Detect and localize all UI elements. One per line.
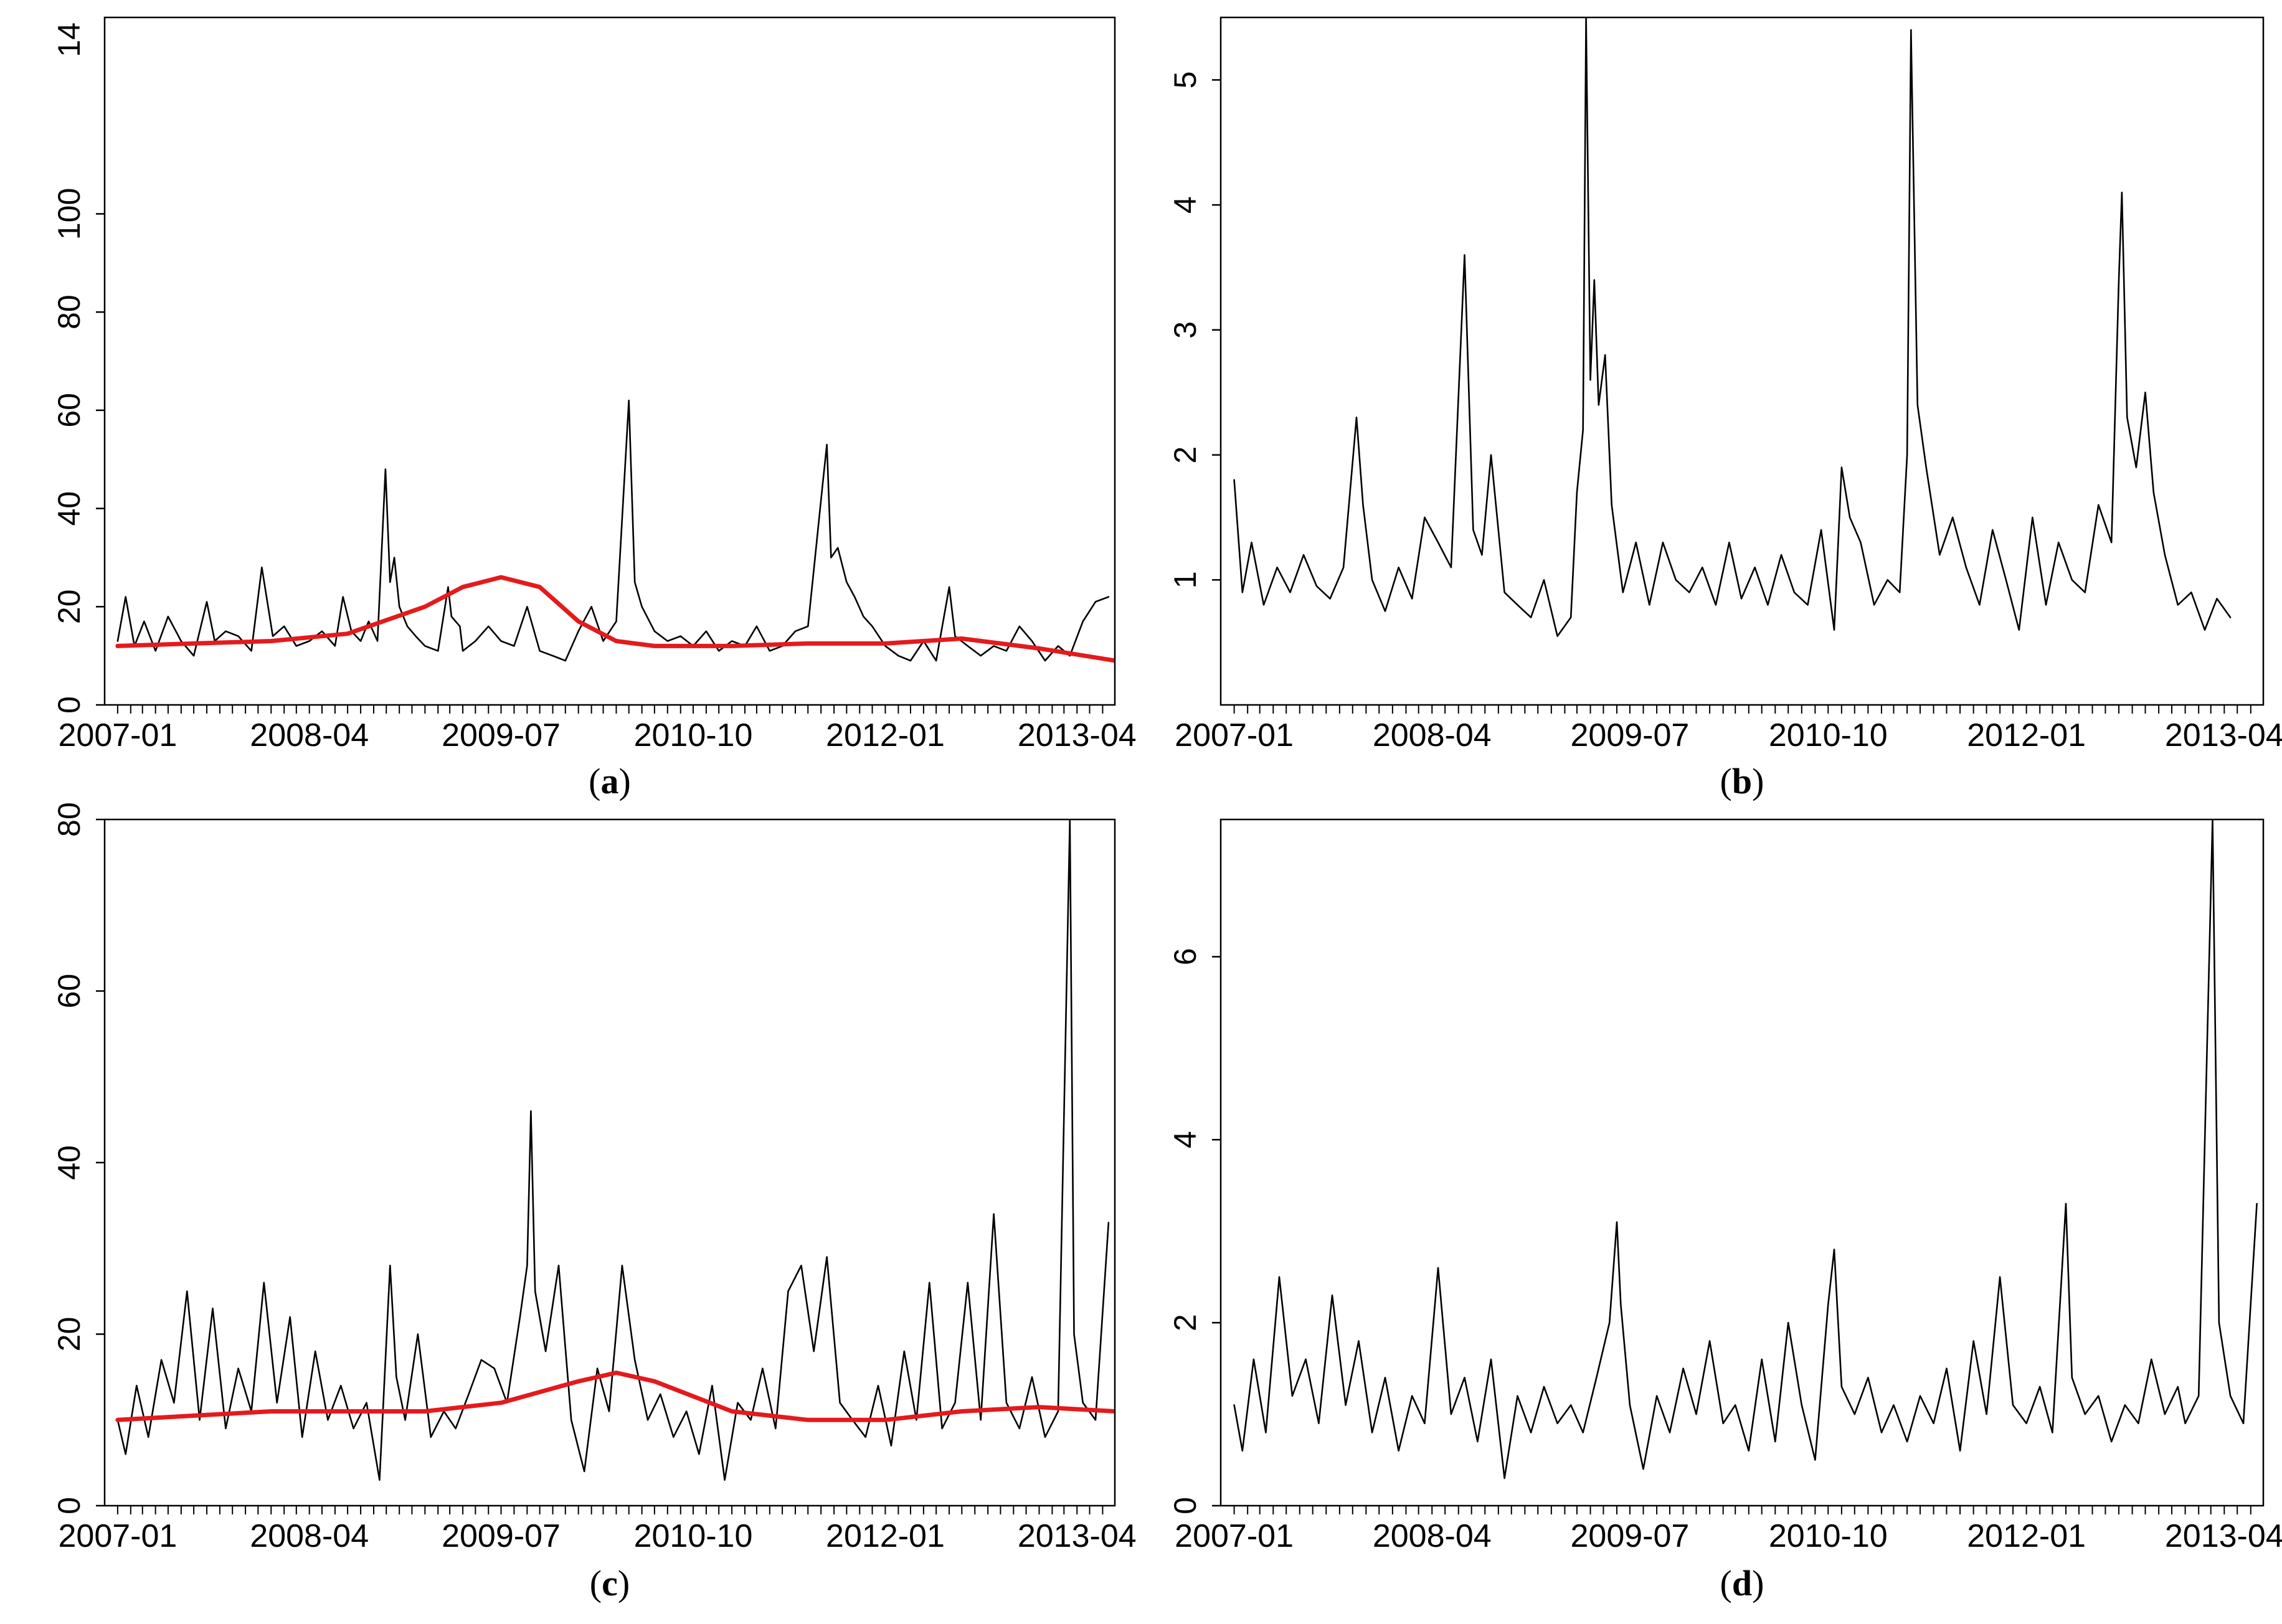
- panel-d-ytick-label: 0: [1168, 1497, 1203, 1514]
- panel-c-xtick-label: 2013-04: [1018, 1518, 1137, 1554]
- panel-d-xtick-label: 2007-01: [1175, 1518, 1294, 1554]
- panel-b-xtick-label: 2013-04: [2165, 717, 2282, 753]
- panel-c-xtick-label: 2009-07: [442, 1518, 561, 1554]
- panel-b-ytick-label: 2: [1168, 446, 1203, 464]
- panel-a-xtick-label: 2007-01: [59, 717, 178, 753]
- panel-a-ytick-label: 100: [52, 188, 87, 240]
- panel-b-series-line: [1233, 17, 2232, 637]
- panel-b-xtick-label: 2007-01: [1175, 717, 1294, 753]
- panel-d-ytick-label: 4: [1168, 1131, 1203, 1148]
- panel-b-ytick-label: 3: [1168, 321, 1203, 339]
- panel-c-caption: (c): [590, 1563, 630, 1603]
- panel-a-ytick-label: 40: [52, 491, 87, 526]
- panel-d-frame: [1219, 818, 2265, 1507]
- panel-b-ytick-label: 1: [1168, 571, 1203, 588]
- panel-b-xtick-label: 2008-04: [1373, 717, 1492, 753]
- panel-a-xtick-label: 2010-10: [634, 717, 753, 753]
- panel-a-frame: [103, 16, 1116, 706]
- caption-open-paren: (: [589, 761, 600, 801]
- panel-d-xtick-label: 2009-07: [1570, 1518, 1689, 1554]
- panel-a-trend-line: [115, 575, 1115, 663]
- panel-c-xtick-label: 2012-01: [826, 1518, 945, 1554]
- panel-a: 0 20 40 60 80 100 14 2007-01 2008-04 2009-07 2010-…: [52, 16, 1137, 801]
- caption-letter: c: [602, 1563, 618, 1603]
- caption-close-paren: ): [618, 1563, 630, 1603]
- caption-close-paren: ): [619, 761, 631, 801]
- panel-a-ytop-label: 14: [52, 22, 87, 57]
- panel-d-xtick-label: 2010-10: [1769, 1518, 1888, 1554]
- panel-a-series-line: [116, 399, 1110, 662]
- caption-letter: a: [601, 761, 619, 801]
- panel-b-ytick-label: 5: [1168, 71, 1203, 88]
- panel-c-trend-line: [115, 1371, 1115, 1422]
- caption-close-paren: ): [1752, 1563, 1764, 1603]
- panel-d-xtick-label: 2012-01: [1967, 1518, 2086, 1554]
- panel-a-caption: (a): [589, 761, 631, 801]
- caption-open-paren: (: [1720, 1563, 1732, 1603]
- panel-a-xtick-label: 2012-01: [826, 717, 945, 753]
- panel-d-xtick-label: 2008-04: [1373, 1518, 1492, 1554]
- panel-b-xtick-label: 2010-10: [1769, 717, 1888, 753]
- caption-open-paren: (: [590, 1563, 602, 1603]
- panel-b-frame: [1219, 16, 2265, 706]
- caption-open-paren: (: [1720, 761, 1732, 801]
- panel-d-ytick-label: 2: [1168, 1314, 1203, 1331]
- panel-c-series-line: [116, 819, 1110, 1481]
- panel-a-ytick-label: 80: [52, 295, 87, 329]
- panel-a-ytick-label: 0: [52, 696, 87, 714]
- panel-a-ytick-label: 60: [52, 393, 87, 428]
- panel-a-xtick-label: 2013-04: [1018, 717, 1137, 753]
- panel-a-xtick-label: 2009-07: [442, 717, 561, 753]
- caption-letter: b: [1732, 761, 1752, 801]
- panel-d-xtick-label: 2013-04: [2165, 1518, 2282, 1554]
- panel-b-caption: (b): [1720, 761, 1764, 801]
- panel-d: 0 2 4 6 2007-01 2008-04 2009-07 2010-10 2012-01 2…: [1168, 818, 2282, 1603]
- caption-letter: d: [1732, 1563, 1752, 1603]
- panel-b: 1 2 3 4 5 2007-01 2008-04 2009-07 2010-10 2012-01…: [1168, 16, 2282, 801]
- caption-close-paren: ): [1752, 761, 1764, 801]
- panel-c-xtick-label: 2008-04: [250, 1518, 369, 1554]
- panel-a-ytick-label: 20: [52, 589, 87, 624]
- panel-b-xtick-label: 2009-07: [1570, 717, 1689, 753]
- panel-c: 0 20 40 60 80 2007-01 2008-04 2009-07 2010-10 201…: [52, 802, 1137, 1603]
- panel-d-ytick-label: 6: [1168, 948, 1203, 965]
- panel-c-xtick-label: 2007-01: [59, 1518, 178, 1554]
- panel-b-ytick-label: 4: [1168, 196, 1203, 214]
- panel-c-ytick-label: 60: [52, 974, 87, 1009]
- panel-c-ytick-label: 40: [52, 1145, 87, 1180]
- panel-c-ytick-label: 0: [52, 1497, 87, 1514]
- panel-c-xtick-label: 2010-10: [634, 1518, 753, 1554]
- panel-c-ytick-label: 80: [52, 802, 87, 837]
- panel-b-xtick-label: 2012-01: [1967, 717, 2086, 753]
- panel-a-xtick-label: 2008-04: [250, 717, 369, 753]
- panel-c-ytick-label: 20: [52, 1317, 87, 1352]
- panel-d-series-line: [1233, 819, 2258, 1480]
- panel-d-caption: (d): [1720, 1563, 1764, 1603]
